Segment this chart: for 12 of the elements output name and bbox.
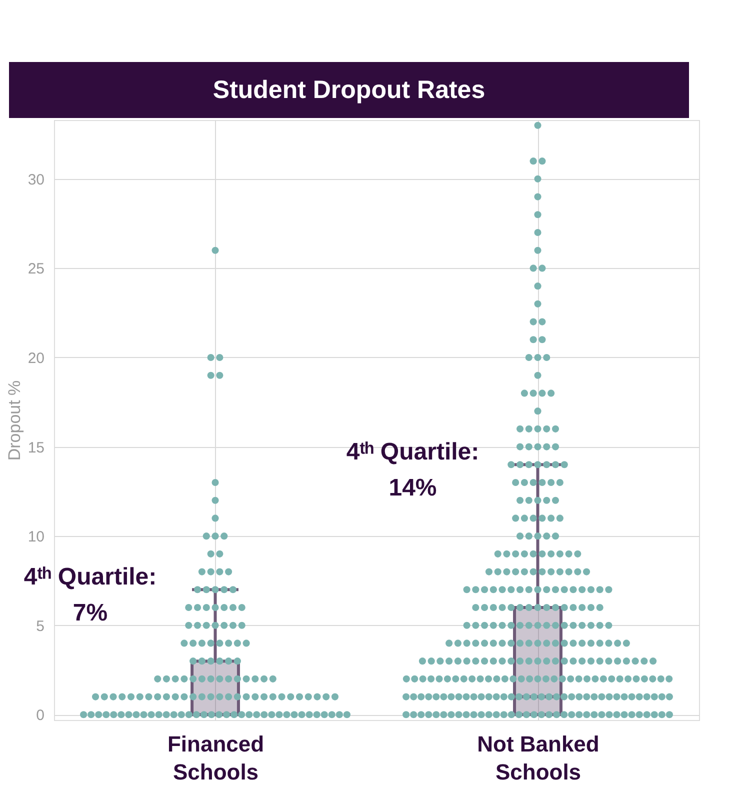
y-tick-label: 5 [36, 618, 44, 635]
y-axis-title: Dropout % [4, 380, 24, 461]
annotation: 4ᵗʰ Quartile: 14% [346, 438, 480, 502]
y-tick-label: 20 [28, 350, 44, 367]
y-tick-label: 15 [28, 439, 44, 456]
x-tick-label: Financed Schools [167, 732, 264, 784]
x-tick-label: Not Banked Schools [477, 732, 600, 784]
y-tick-label: 0 [36, 707, 44, 724]
chart-title: Student Dropout Rates [212, 76, 486, 104]
y-tick-label: 30 [28, 171, 44, 188]
y-tick-label: 25 [28, 260, 44, 278]
y-tick-label: 10 [28, 528, 44, 546]
